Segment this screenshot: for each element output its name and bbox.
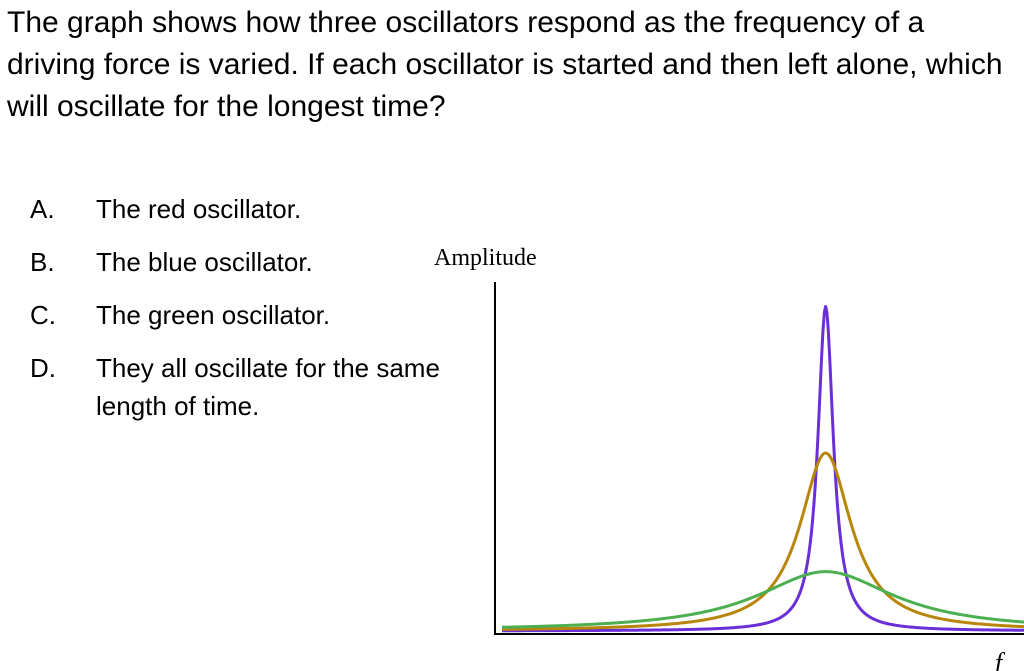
choice-b-text: The blue oscillator.	[96, 247, 313, 277]
choice-b[interactable]: B. The blue oscillator.	[30, 243, 450, 281]
choice-c-text: The green oscillator.	[96, 300, 331, 330]
choice-a[interactable]: A. The red oscillator.	[30, 190, 450, 228]
y-axis-label: Amplitude	[434, 245, 537, 271]
choice-a-text: The red oscillator.	[96, 194, 302, 224]
choice-d-letter: D.	[30, 353, 56, 383]
answer-choices: A. The red oscillator. B. The blue oscil…	[30, 190, 450, 440]
choice-c-letter: C.	[30, 300, 56, 330]
x-axis-label: f	[995, 648, 1006, 671]
choice-d[interactable]: D. They all oscillate for the same lengt…	[30, 349, 450, 425]
resonance-graph: Amplitude f	[434, 245, 1024, 671]
question-text: The graph shows how three oscillators re…	[7, 6, 1003, 123]
choice-d-text: They all oscillate for the same length o…	[96, 353, 440, 421]
response-curve-3	[501, 570, 1024, 629]
response-curves	[501, 304, 1024, 633]
choice-c[interactable]: C. The green oscillator.	[30, 296, 450, 334]
choice-b-letter: B.	[30, 247, 55, 277]
choice-a-letter: A.	[30, 194, 55, 224]
response-curve-1	[501, 304, 1024, 633]
response-curve-2	[501, 451, 1024, 631]
